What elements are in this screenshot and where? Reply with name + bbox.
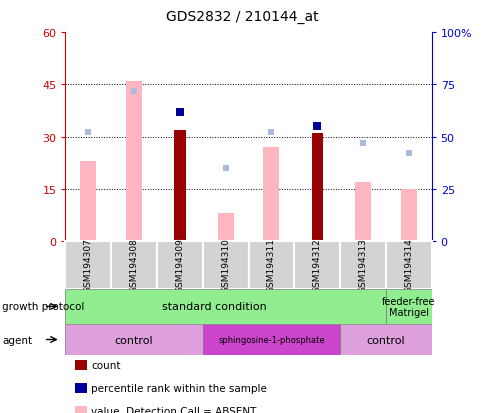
Text: control: control bbox=[366, 335, 404, 345]
Bar bbox=[157, 242, 202, 289]
Bar bbox=[339, 242, 385, 289]
Bar bbox=[126, 82, 142, 242]
Text: standard condition: standard condition bbox=[162, 301, 266, 312]
Text: control: control bbox=[115, 335, 153, 345]
Bar bbox=[217, 214, 233, 242]
Bar bbox=[65, 289, 385, 324]
Text: GDS2832 / 210144_at: GDS2832 / 210144_at bbox=[166, 10, 318, 24]
Text: feeder-free
Matrigel: feeder-free Matrigel bbox=[381, 296, 435, 318]
Bar bbox=[202, 242, 248, 289]
Text: GSM194310: GSM194310 bbox=[221, 238, 230, 293]
Text: sphingosine-1-phosphate: sphingosine-1-phosphate bbox=[218, 335, 324, 344]
Bar bbox=[294, 242, 339, 289]
Text: GSM194313: GSM194313 bbox=[358, 238, 367, 293]
Bar bbox=[65, 324, 202, 355]
Bar bbox=[263, 148, 279, 242]
Text: percentile rank within the sample: percentile rank within the sample bbox=[91, 383, 267, 393]
Text: GSM194308: GSM194308 bbox=[129, 238, 138, 293]
Bar bbox=[339, 324, 431, 355]
Text: count: count bbox=[91, 361, 121, 370]
Bar bbox=[248, 242, 294, 289]
Bar bbox=[354, 183, 370, 242]
Text: GSM194314: GSM194314 bbox=[404, 238, 412, 293]
Bar bbox=[311, 134, 322, 242]
Bar bbox=[65, 242, 111, 289]
Bar bbox=[202, 324, 339, 355]
Text: value, Detection Call = ABSENT: value, Detection Call = ABSENT bbox=[91, 406, 256, 413]
Bar bbox=[385, 289, 431, 324]
Bar bbox=[385, 242, 431, 289]
Text: GSM194312: GSM194312 bbox=[312, 238, 321, 293]
Text: GSM194307: GSM194307 bbox=[84, 238, 92, 293]
Bar bbox=[111, 242, 157, 289]
Text: growth protocol: growth protocol bbox=[2, 301, 85, 312]
Bar bbox=[80, 161, 96, 242]
Text: GSM194311: GSM194311 bbox=[266, 238, 275, 293]
Text: agent: agent bbox=[2, 335, 32, 345]
Text: GSM194309: GSM194309 bbox=[175, 238, 184, 293]
Bar bbox=[400, 190, 416, 242]
Bar bbox=[174, 131, 185, 242]
